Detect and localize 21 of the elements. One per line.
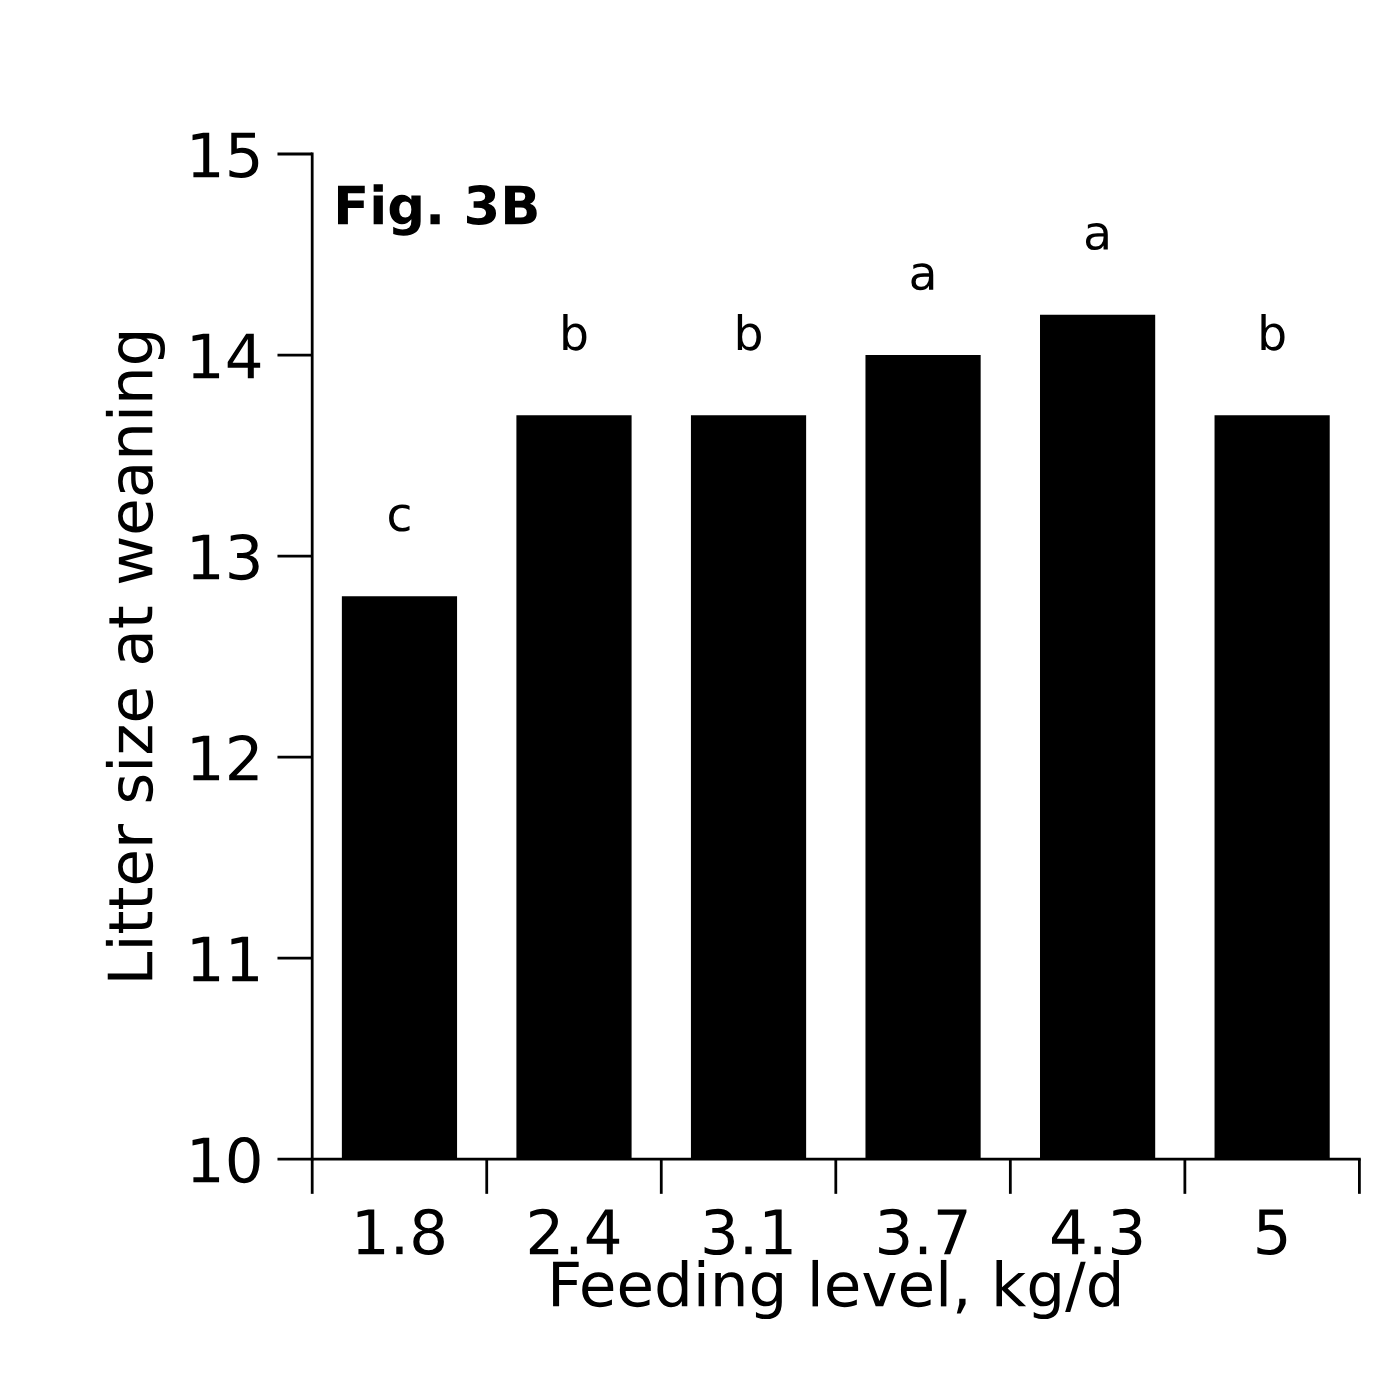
x-tick-label: 4.3 [1052,1208,1142,1256]
y-axis-title: Litter size at weaning [105,333,165,980]
data-label: b [737,314,761,351]
text: Fig. 3B [337,184,537,236]
y-tick-label: 10 [192,1136,260,1184]
data-label: b [1261,314,1285,351]
y-tick-label: 12 [192,734,258,781]
x-tick-label: 3.7 [879,1208,967,1256]
x-tick-label: 1.8 [357,1208,444,1256]
data-label: a [911,263,934,291]
y-tick-label: 11 [192,936,258,982]
data-label: c [389,504,410,532]
data-label: a [1085,223,1108,251]
y-tick-label: 15 [192,132,259,179]
y-tick-label: 14 [192,333,261,379]
y-tick-label: 13 [192,533,259,581]
x-tick-label: 2.4 [529,1208,620,1255]
x-tick-label: 5 [1257,1209,1287,1256]
x-axis-title: Feeding level, kg/d [553,1259,1119,1320]
data-label: b [563,314,587,351]
x-tick-label: 3.1 [704,1208,792,1256]
